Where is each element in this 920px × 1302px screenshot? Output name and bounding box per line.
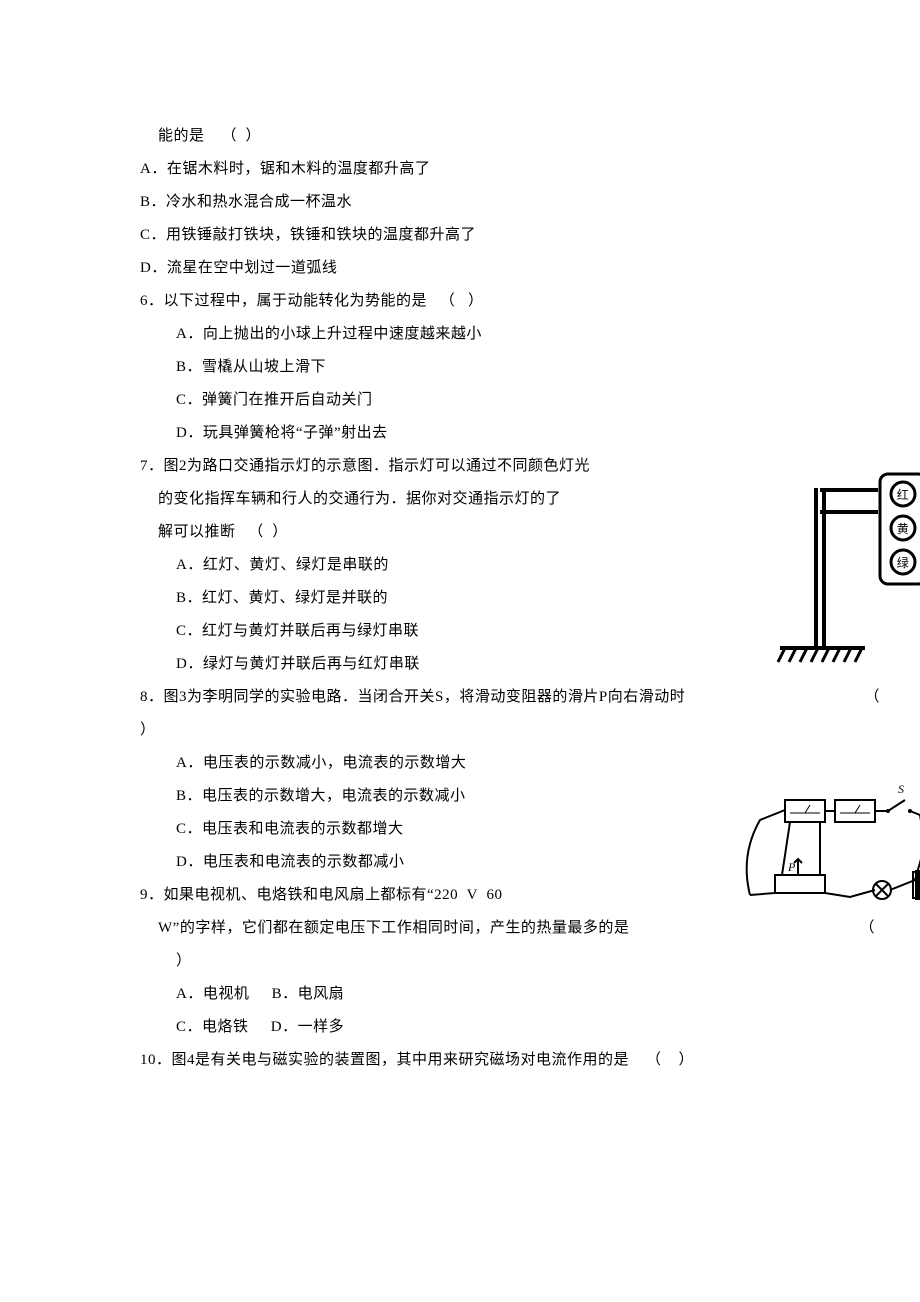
label-s: S [898, 782, 905, 796]
q8-option: A．电压表的示数减小，电流表的示数增大 [140, 747, 570, 780]
q9-bracket-open: （ [859, 912, 875, 945]
q5-option: A．在锯木料时，锯和木料的温度都升高了 [140, 153, 780, 186]
q8-option: B．电压表的示数增大，电流表的示数减小 [140, 780, 570, 813]
label-p: P [787, 860, 796, 874]
q8-bracket-close: ） [140, 714, 780, 747]
q6-option: A．向上抛出的小球上升过程中速度越来越小 [140, 318, 780, 351]
q7-stem-line: 的变化指挥车辆和行人的交通行为．据你对交通指示灯的了 [140, 483, 600, 516]
q7-option: C．红灯与黄灯并联后再与绿灯串联 [140, 615, 600, 648]
q8-option: C．电压表和电流表的示数都增大 [140, 813, 570, 846]
q9-stem-line: W”的字样，它们都在额定电压下工作相同时间，产生的热量最多的是 [140, 912, 629, 945]
q8-bracket-open: （ [864, 681, 880, 714]
q6-option: C．弹簧门在推开后自动关门 [140, 384, 780, 417]
q7-option: D．绿灯与黄灯并联后再与红灯串联 [140, 648, 600, 681]
q7-stem-line: 7．图2为路口交通指示灯的示意图．指示灯可以通过不同颜色灯光 [140, 450, 600, 483]
q6-stem: 6．以下过程中，属于动能转化为势能的是 （ ） [140, 285, 780, 318]
q6-option: D．玩具弹簧枪将“子弹”射出去 [140, 417, 780, 450]
q8-option: D．电压表和电流表的示数都减小 [140, 846, 570, 879]
q7-stem-line: 解可以推断 （ ） [140, 516, 600, 549]
q9-options-row: A．电视机 B．电风扇 [140, 978, 780, 1011]
q9-options-row: C．电烙铁 D．一样多 [140, 1011, 780, 1044]
q5-tail-line: 能的是 （ ） [140, 120, 780, 153]
label-yellow: 黄 [897, 522, 910, 536]
q7-option: B．红灯、黄灯、绿灯是并联的 [140, 582, 600, 615]
q9-bracket-close: ） [140, 945, 780, 978]
q9-stem-line: 9．如果电视机、电烙铁和电风扇上都标有“220 V 60 [140, 879, 780, 912]
q9-option: C．电烙铁 [176, 1019, 249, 1035]
q10-stem: 10．图4是有关电与磁实验的装置图，其中用来研究磁场对电流作用的是 （ ） [140, 1044, 780, 1077]
q9-option: B．电风扇 [272, 986, 345, 1002]
q5-option: D．流星在空中划过一道弧线 [140, 252, 780, 285]
q7-traffic-light-figure: 红 黄 绿 [770, 470, 920, 670]
q5-option: B．冷水和热水混合成一杯温水 [140, 186, 780, 219]
label-green: 绿 [897, 555, 910, 570]
q6-option: B．雪橇从山坡上滑下 [140, 351, 780, 384]
q7-option: A．红灯、黄灯、绿灯是串联的 [140, 549, 600, 582]
label-red: 红 [897, 487, 910, 502]
q5-option: C．用铁锤敲打铁块，铁锤和铁块的温度都升高了 [140, 219, 780, 252]
q9-option: D．一样多 [271, 1019, 344, 1035]
q8-stem: 8．图3为李明同学的实验电路．当闭合开关S，将滑动变阻器的滑片P向右滑动时 [140, 689, 685, 705]
q8-circuit-figure: P S [730, 775, 920, 925]
q9-option: A．电视机 [176, 986, 249, 1002]
